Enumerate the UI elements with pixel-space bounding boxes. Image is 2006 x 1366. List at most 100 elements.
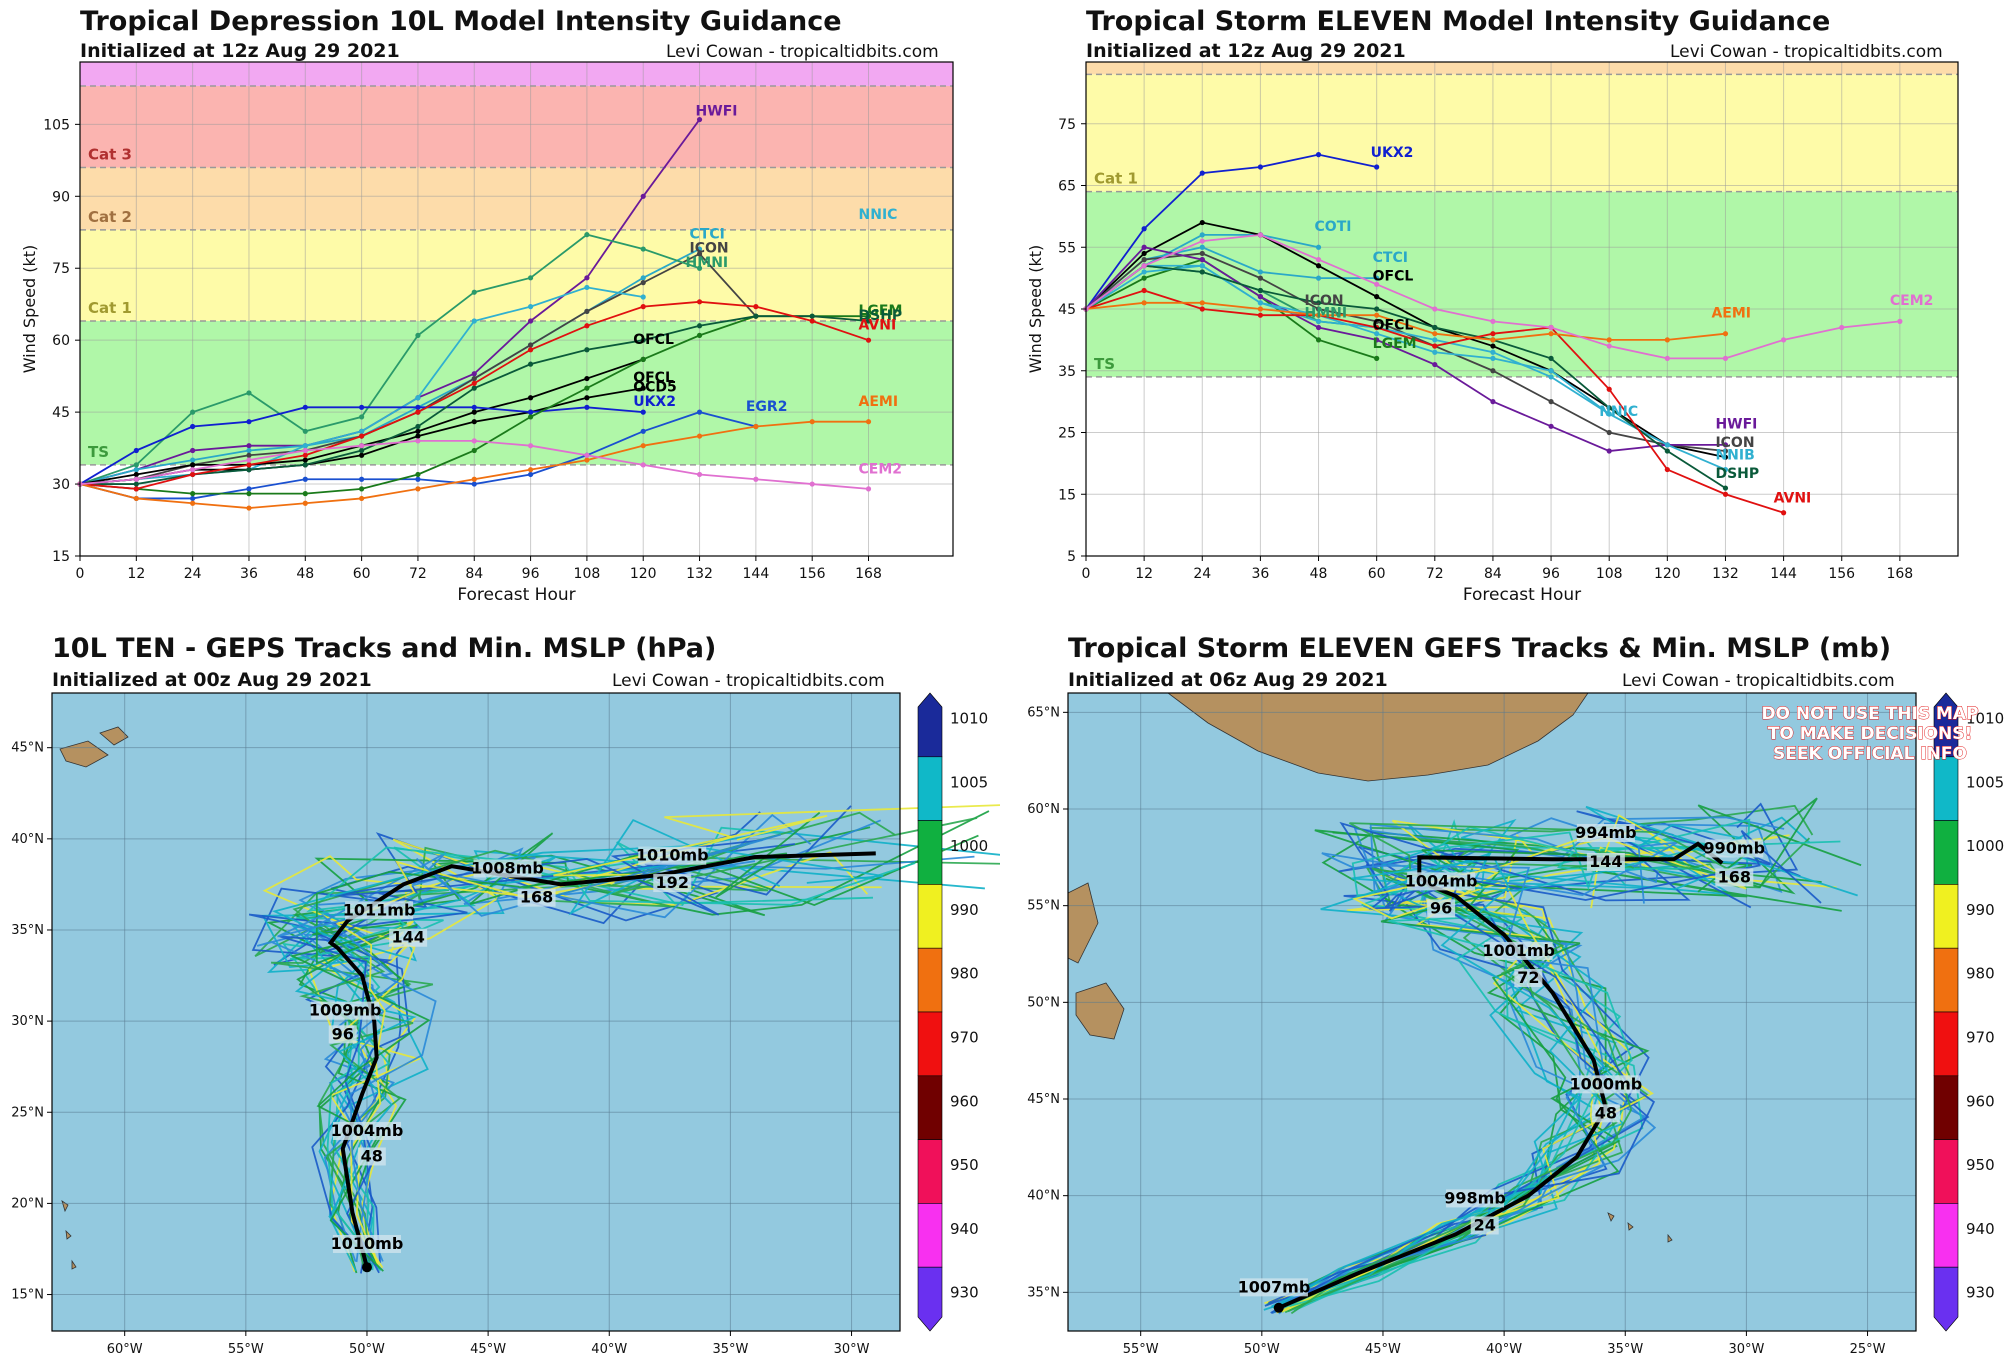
- data-point: [1490, 343, 1496, 349]
- lat-tick-label: 15°N: [11, 1288, 44, 1303]
- mslp-label: 1004mb: [331, 1121, 404, 1140]
- data-point: [133, 495, 139, 502]
- mslp-label-bg: [1576, 824, 1635, 842]
- mslp-label: 990mb: [1704, 838, 1766, 857]
- lon-tick-label: 60°W: [107, 1342, 143, 1357]
- series-line: [1085, 264, 1726, 471]
- data-point: [640, 337, 646, 343]
- chart-init-time: Initialized at 12z Aug 29 2021: [80, 40, 400, 62]
- lon-tick-label: 50°W: [349, 1342, 385, 1357]
- mslp-label: 1010mb: [331, 1234, 404, 1253]
- data-point: [246, 486, 252, 492]
- data-point: [1432, 337, 1438, 343]
- series-label: AVNI: [859, 317, 897, 333]
- panel-geps-tracks: 10L TEN - GEPS Tracks and Min. MSLP (hPa…: [0, 625, 1000, 1366]
- x-tick-label: 108: [1596, 566, 1623, 582]
- data-point: [753, 423, 759, 430]
- mslp-label: 994mb: [1575, 823, 1637, 842]
- data-point: [1490, 355, 1496, 361]
- mslp-label-bg: [332, 1234, 401, 1253]
- colorbar-tick-label: 930: [950, 1284, 979, 1302]
- y-tick-label: 75: [52, 261, 70, 277]
- colorbar-tick-label: 970: [950, 1029, 979, 1047]
- y-tick-label: 90: [52, 189, 70, 205]
- data-point: [584, 275, 590, 281]
- x-tick-label: 24: [184, 566, 202, 582]
- data-point: [133, 447, 139, 454]
- x-tick-label: 48: [1310, 566, 1328, 582]
- lat-tick-label: 25°N: [11, 1105, 44, 1120]
- data-point: [753, 304, 759, 310]
- data-point: [302, 428, 308, 434]
- data-point: [1374, 164, 1380, 170]
- data-point: [865, 337, 872, 343]
- mslp-label: 1004mb: [1405, 871, 1478, 890]
- data-point: [1257, 275, 1263, 281]
- map-frame: [1067, 692, 1917, 1332]
- mslp-label-bg: [1705, 839, 1764, 858]
- data-point: [1432, 324, 1438, 331]
- data-point: [696, 323, 703, 329]
- lat-tick-label: 40°N: [1027, 1189, 1060, 1204]
- data-point: [527, 467, 534, 473]
- y-tick-label: 55: [1058, 240, 1076, 256]
- series-label: EGR2: [746, 399, 788, 415]
- data-point: [1606, 337, 1612, 343]
- data-point: [359, 495, 365, 502]
- data-point: [190, 423, 196, 430]
- colorbar-segment: [1933, 1075, 1959, 1140]
- lat-tick-label: 35°N: [1027, 1285, 1060, 1300]
- colorbar-tick-label: 1010: [950, 710, 988, 728]
- warning-text-line: DO NOT USE THIS MAP: [1761, 704, 1978, 724]
- data-point: [640, 428, 646, 434]
- data-point: [640, 193, 646, 199]
- data-point: [246, 443, 252, 449]
- series-label: AVNI: [1774, 491, 1812, 507]
- data-point: [190, 409, 196, 415]
- series-label: AEMI: [1711, 305, 1751, 321]
- azores-islands: [1607, 1212, 1673, 1243]
- data-point: [696, 409, 703, 415]
- series-label: OFCL: [1373, 268, 1414, 284]
- x-tick-label: 12: [1135, 566, 1153, 582]
- newfoundland-landmass: [1075, 982, 1125, 1040]
- colorbar-tick-label: 930: [1966, 1284, 1995, 1302]
- colorbar-segment: [917, 947, 943, 1013]
- series-label: OCD5: [633, 380, 677, 396]
- colorbar-segment: [917, 1075, 943, 1140]
- series-line: [1085, 153, 1377, 310]
- x-tick-label: 156: [799, 566, 826, 582]
- chart-credit: Levi Cowan - tropicaltidbits.com: [666, 42, 939, 62]
- series-label: CTCI: [1373, 250, 1408, 266]
- data-point: [640, 304, 646, 310]
- mslp-label: 168: [520, 888, 553, 907]
- data-point: [1315, 306, 1322, 312]
- data-point: [471, 447, 477, 454]
- x-tick-label: 144: [743, 566, 770, 582]
- y-tick-label: 30: [52, 477, 70, 493]
- data-point: [1606, 405, 1612, 411]
- data-point: [640, 356, 646, 362]
- map-init-time: Initialized at 06z Aug 29 2021: [1068, 669, 1388, 691]
- data-point: [865, 318, 872, 324]
- lon-tick-label: 45°W: [1365, 1342, 1401, 1357]
- mslp-label: 96: [1430, 898, 1452, 917]
- series-label: NNIB: [1715, 447, 1754, 463]
- data-point: [640, 443, 646, 449]
- data-point: [1315, 337, 1322, 343]
- colorbar-tick-label: 940: [950, 1220, 979, 1238]
- x-axis-label: Forecast Hour: [1463, 585, 1581, 605]
- data-point: [1315, 312, 1322, 318]
- colorbar-segment: [1933, 820, 1959, 885]
- data-point: [809, 318, 815, 324]
- series-label: CEM2: [859, 461, 903, 477]
- x-tick-label: 108: [574, 566, 601, 582]
- x-tick-label: 72: [1426, 566, 1444, 582]
- data-point: [1548, 399, 1554, 405]
- category-band: [80, 85, 953, 168]
- mslp-label-bg: [1715, 868, 1754, 887]
- lon-tick-label: 30°W: [834, 1342, 870, 1357]
- data-point: [696, 299, 703, 305]
- band-label: Cat 1: [88, 299, 132, 317]
